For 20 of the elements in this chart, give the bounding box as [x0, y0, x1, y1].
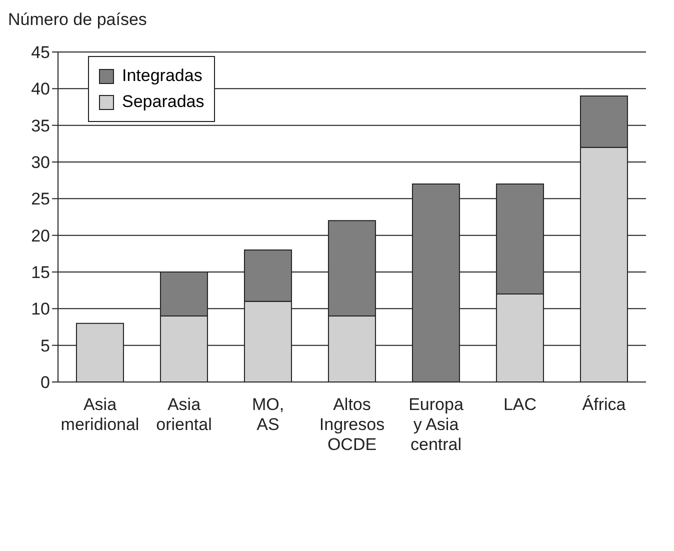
- x-tick-label: Europa y Asia central: [408, 395, 464, 454]
- legend-label: Integradas: [122, 66, 202, 86]
- y-tick-label: 10: [31, 300, 50, 319]
- y-tick-label: 25: [31, 190, 50, 209]
- y-tick-label: 30: [31, 153, 50, 172]
- y-axis-title: Número de países: [8, 10, 147, 30]
- x-tick-label: África: [582, 395, 626, 414]
- legend-label: Separadas: [122, 92, 204, 112]
- y-tick-label: 5: [40, 336, 50, 356]
- y-tick-label: 45: [31, 43, 50, 62]
- y-tick-label: 15: [31, 263, 50, 282]
- x-tick-label: LAC: [503, 395, 537, 414]
- x-tick-label: Altos Ingresos OCDE: [319, 395, 385, 454]
- y-tick-label: 0: [40, 373, 50, 392]
- x-tick-label: Asia meridional: [60, 395, 140, 434]
- y-tick-label: 20: [31, 226, 50, 246]
- x-tick-label: Asia oriental: [156, 395, 212, 434]
- x-tick-label: MO, AS: [252, 395, 284, 434]
- y-tick-label: 40: [31, 80, 50, 99]
- y-tick-label: 35: [31, 116, 50, 136]
